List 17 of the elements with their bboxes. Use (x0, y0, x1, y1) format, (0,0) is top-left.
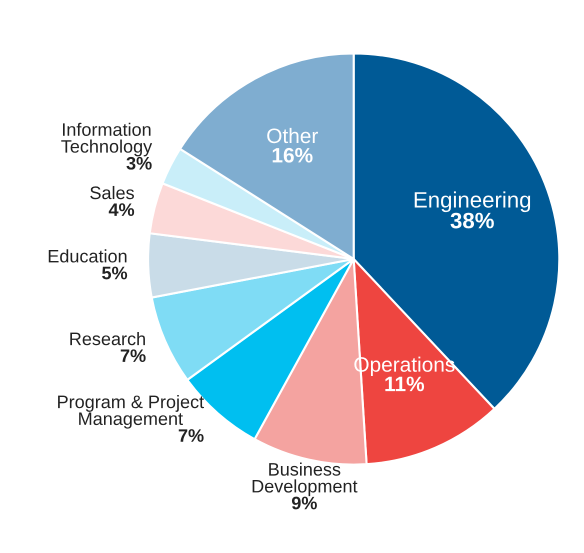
data-label: 4% (108, 203, 134, 216)
slice-label: Program & Project Management (58, 394, 204, 429)
slice-label: Research (70, 332, 145, 346)
slice-label: Sales (90, 186, 134, 200)
data-label: 11% (385, 376, 424, 392)
slice-label: Engineering (414, 191, 530, 212)
data-label: 38% (450, 212, 494, 228)
slice-label: Education (48, 249, 126, 263)
slice-label: Business Development (252, 462, 358, 496)
data-label: 7% (178, 429, 204, 442)
data-label: 5% (102, 266, 128, 280)
slice-label: Information Technology (61, 122, 152, 156)
data-label: 9% (292, 496, 317, 510)
data-label: 16% (272, 148, 313, 163)
slice-label: Other (267, 128, 318, 144)
data-label: 7% (120, 349, 146, 362)
data-label: 3% (126, 156, 152, 170)
